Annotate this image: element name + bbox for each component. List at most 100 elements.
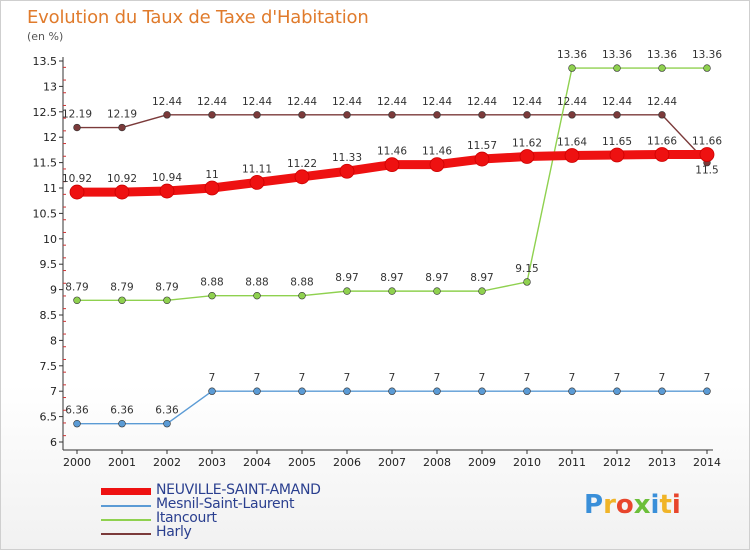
data-point <box>298 387 306 395</box>
x-tick-label: 2006 <box>333 456 361 469</box>
data-point <box>339 163 355 179</box>
x-tick-label: 2009 <box>468 456 496 469</box>
data-label: 13.36 <box>602 49 632 61</box>
data-point <box>478 287 486 295</box>
data-point <box>118 420 126 428</box>
data-label: 8.97 <box>470 272 493 284</box>
data-point <box>523 387 531 395</box>
data-label: 8.88 <box>245 277 268 289</box>
data-label: 9.15 <box>515 263 538 275</box>
legend-swatch-neuville <box>101 488 151 495</box>
data-point <box>73 123 81 132</box>
data-label: 8.79 <box>65 281 88 293</box>
legend-label-harly: Harly <box>156 524 192 540</box>
data-point <box>298 111 306 119</box>
data-point <box>343 111 351 119</box>
data-label: 11.22 <box>287 158 317 170</box>
data-point <box>568 64 576 72</box>
x-tick-label: 2011 <box>558 456 586 469</box>
logo-letter: r <box>603 490 616 520</box>
data-point <box>388 387 396 395</box>
data-point <box>478 111 486 119</box>
y-tick-label: 13.5 <box>33 55 58 68</box>
data-point <box>298 291 306 300</box>
data-label: 12.44 <box>332 96 362 108</box>
x-tick-label: 2002 <box>153 456 181 469</box>
data-point <box>73 420 81 428</box>
data-label: 13.36 <box>557 49 587 61</box>
data-label: 7 <box>389 372 396 384</box>
data-label: 7 <box>254 372 261 384</box>
legend-swatch-mesnil <box>101 505 151 507</box>
data-label: 13.36 <box>692 49 722 61</box>
data-point <box>609 147 625 163</box>
data-label: 11.46 <box>422 146 452 158</box>
data-point <box>613 111 621 119</box>
legend-label-mesnil: Mesnil-Saint-Laurent <box>156 496 295 512</box>
x-tick-label: 2014 <box>693 456 721 469</box>
data-label: 11 <box>205 169 218 181</box>
data-point <box>208 291 216 300</box>
data-label: 12.44 <box>512 96 542 108</box>
data-label: 10.92 <box>107 173 137 185</box>
data-label: 10.94 <box>152 172 182 184</box>
data-label: 7 <box>344 372 351 384</box>
data-label: 7 <box>659 372 666 384</box>
y-tick-label: 7.5 <box>40 360 58 373</box>
data-point <box>703 387 711 395</box>
data-label: 12.44 <box>602 96 632 108</box>
logo-letter: i <box>650 490 660 520</box>
data-point <box>703 64 711 72</box>
data-label: 12.44 <box>242 96 272 108</box>
data-label: 12.19 <box>62 109 92 121</box>
data-label: 7 <box>569 372 576 384</box>
data-point <box>208 387 216 395</box>
data-label: 7 <box>434 372 441 384</box>
data-label: 8.79 <box>110 281 133 293</box>
legend-label-neuville: NEUVILLE-SAINT-AMAND <box>156 482 321 498</box>
y-tick-label: 6.5 <box>40 411 58 424</box>
data-label: 8.88 <box>290 277 313 289</box>
data-label: 6.36 <box>110 405 134 417</box>
data-point <box>73 296 81 304</box>
data-point <box>114 184 130 200</box>
data-point <box>118 123 126 132</box>
data-label: 7 <box>299 372 306 384</box>
y-tick-label: 9 <box>50 284 57 297</box>
data-point <box>249 175 265 190</box>
data-point <box>159 183 175 199</box>
proxiti-logo: Proxiti <box>584 490 681 520</box>
data-label: 11.5 <box>695 165 718 177</box>
data-point <box>163 111 171 119</box>
data-point <box>474 151 490 167</box>
data-point <box>478 387 486 395</box>
data-label: 11.62 <box>512 138 542 150</box>
data-point <box>523 111 531 119</box>
data-label: 6.36 <box>65 405 89 417</box>
data-label: 11.11 <box>242 163 272 175</box>
x-tick-label: 2001 <box>108 456 136 469</box>
data-label: 12.44 <box>467 96 497 108</box>
data-point <box>654 147 670 162</box>
data-point <box>613 387 621 395</box>
data-point <box>118 296 126 304</box>
data-point <box>568 111 576 119</box>
data-point <box>208 111 216 119</box>
logo-letter: P <box>584 490 604 520</box>
data-label: 12.19 <box>107 109 137 121</box>
y-tick-label: 7 <box>50 385 57 398</box>
data-point <box>253 111 261 119</box>
data-point <box>294 169 310 185</box>
data-point <box>433 287 441 295</box>
y-tick-label: 9.5 <box>40 258 58 271</box>
data-point <box>568 387 576 395</box>
data-label: 11.66 <box>647 135 677 147</box>
data-label: 11.46 <box>377 146 407 158</box>
data-point <box>519 149 535 164</box>
y-tick-label: 11 <box>43 182 57 195</box>
legend-swatch-itancourt <box>101 519 151 521</box>
data-label: 13.36 <box>647 49 677 61</box>
logo-letter: o <box>615 490 634 520</box>
data-point <box>658 111 666 119</box>
